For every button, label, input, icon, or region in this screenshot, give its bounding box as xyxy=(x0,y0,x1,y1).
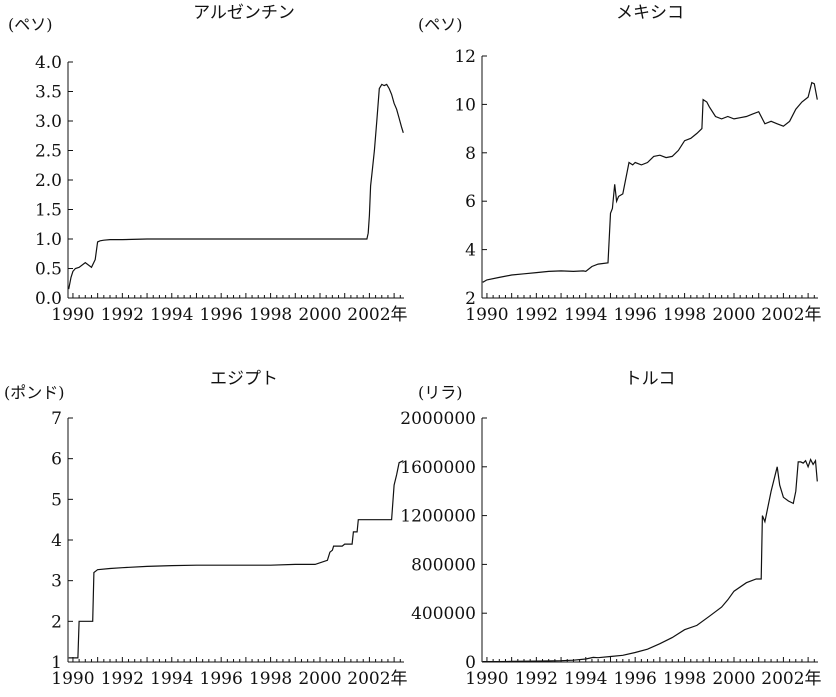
mexico-unit-label: (ペソ) xyxy=(418,15,463,34)
egypt-x-tick-label: 1998 xyxy=(249,669,292,689)
egypt-unit-label: (ポンド) xyxy=(4,383,65,402)
argentina-y-tick-label: 3.0 xyxy=(35,112,62,132)
mexico-y-tick-label: 6 xyxy=(465,192,476,212)
mexico-x-tick-label: 1998 xyxy=(663,305,706,325)
argentina-y-tick-label: 2.0 xyxy=(35,171,62,191)
egypt-x-tick-label: 1990 xyxy=(51,669,94,689)
mexico-y-tick-label: 12 xyxy=(454,47,476,67)
mexico-y-tick-label: 10 xyxy=(454,95,476,115)
argentina-y-tick-label: 1.0 xyxy=(35,230,62,250)
mexico-x-tick-label: 2000 xyxy=(712,305,755,325)
turkey-y-tick-label: 400000 xyxy=(411,604,476,624)
argentina-y-tick-label: 3.5 xyxy=(35,83,62,103)
argentina-y-tick-label: 2.5 xyxy=(35,142,62,162)
egypt-y-tick-label: 2 xyxy=(51,612,62,632)
egypt-y-tick-label: 5 xyxy=(51,490,62,510)
egypt-y-tick-label: 1 xyxy=(51,653,62,673)
argentina-y-tick-label: 1.5 xyxy=(35,201,62,221)
egypt-y-tick-label: 6 xyxy=(51,450,62,470)
argentina-x-tick-label: 1992 xyxy=(101,305,144,325)
turkey-series-line xyxy=(482,457,818,663)
mexico-x-tick-label: 1996 xyxy=(614,305,657,325)
argentina-series-line xyxy=(68,83,404,290)
mexico-series-line xyxy=(482,81,818,283)
turkey-unit-label: (リラ) xyxy=(418,383,463,402)
argentina-y-tick-label: 0.5 xyxy=(35,260,62,280)
turkey-y-tick-label: 1200000 xyxy=(400,507,476,527)
turkey-x-tick-label: 1990 xyxy=(465,669,508,689)
turkey-title: トルコ xyxy=(625,369,676,389)
egypt-series-line xyxy=(68,460,404,659)
argentina-y-tick-label: 0.0 xyxy=(35,289,62,309)
argentina-unit-label: (ペソ) xyxy=(8,15,53,34)
turkey-x-tick-label: 2002年 xyxy=(761,669,821,689)
egypt-x-tick-label: 1994 xyxy=(150,669,193,689)
turkey-y-tick-label: 1600000 xyxy=(400,458,476,478)
mexico-x-tick-label: 1990 xyxy=(465,305,508,325)
argentina-x-tick-label: 2002年 xyxy=(347,305,407,325)
mexico-y-tick-label: 2 xyxy=(465,289,476,309)
argentina-x-tick-label: 2000 xyxy=(298,305,341,325)
egypt-y-tick-label: 4 xyxy=(51,531,62,551)
egypt-y-tick-label: 7 xyxy=(51,409,62,429)
argentina-title: アルゼンチン xyxy=(193,3,295,23)
argentina-y-tick-label: 4.0 xyxy=(35,53,62,73)
turkey-x-tick-label: 1994 xyxy=(564,669,607,689)
turkey-x-tick-label: 1992 xyxy=(515,669,558,689)
turkey-x-tick-label: 1996 xyxy=(614,669,657,689)
turkey-y-tick-label: 0 xyxy=(465,653,476,673)
mexico-x-tick-label: 1994 xyxy=(564,305,607,325)
egypt-title: エジプト xyxy=(210,369,278,389)
argentina-x-tick-label: 1994 xyxy=(150,305,193,325)
turkey-x-tick-label: 1998 xyxy=(663,669,706,689)
turkey-y-tick-label: 2000000 xyxy=(400,409,476,429)
turkey-y-tick-label: 800000 xyxy=(411,555,476,575)
egypt-x-tick-label: 1996 xyxy=(200,669,243,689)
argentina-x-tick-label: 1990 xyxy=(51,305,94,325)
turkey-x-tick-label: 2000 xyxy=(712,669,755,689)
egypt-y-tick-label: 3 xyxy=(51,572,62,592)
mexico-title: メキシコ xyxy=(616,3,684,23)
mexico-x-tick-label: 2002年 xyxy=(761,305,821,325)
argentina-x-tick-label: 1996 xyxy=(200,305,243,325)
egypt-x-tick-label: 2002年 xyxy=(347,669,407,689)
mexico-x-tick-label: 1992 xyxy=(515,305,558,325)
argentina-x-tick-label: 1998 xyxy=(249,305,292,325)
egypt-x-tick-label: 2000 xyxy=(298,669,341,689)
egypt-x-tick-label: 1992 xyxy=(101,669,144,689)
mexico-y-tick-label: 8 xyxy=(465,144,476,164)
mexico-y-tick-label: 4 xyxy=(465,241,476,261)
